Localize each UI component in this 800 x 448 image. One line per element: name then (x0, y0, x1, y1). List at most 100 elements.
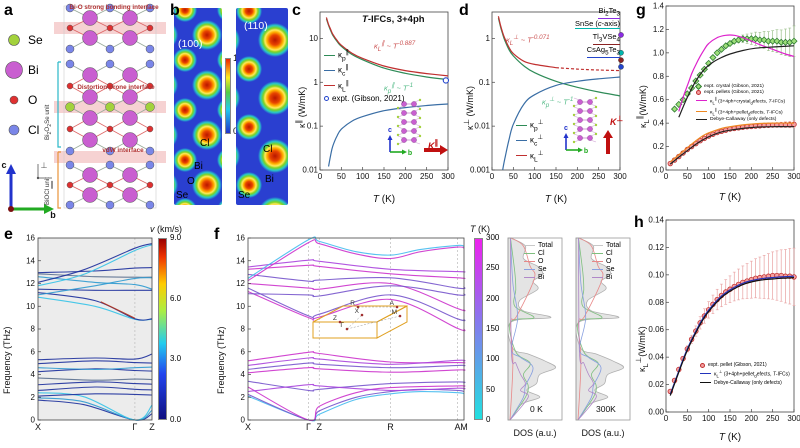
svg-text:0.0: 0.0 (653, 166, 665, 175)
chart-title: T-IFCs, 3+4ph (362, 14, 425, 25)
colorbar-max: 1 (233, 53, 238, 63)
legend-item: expt. (Gibson, 2021) (324, 94, 404, 103)
crystal-structure-drawing (54, 3, 166, 210)
legend-item: κc∥ (324, 63, 404, 78)
svg-text:0: 0 (318, 172, 323, 181)
svg-text:0: 0 (490, 172, 495, 181)
legend-item: Debye-Callaway (only defects) (700, 380, 790, 386)
atom-label-se: Se (238, 190, 251, 201)
kappa-perp-expt-legend: expt. pellet (Gibson, 2021) κL⊥ (3+4ph+pe… (700, 362, 790, 387)
svg-text:b: b (584, 148, 588, 155)
panel-e-label: e (4, 226, 13, 243)
svg-text:R: R (387, 422, 394, 432)
legend-item: expt. crystal (Gibson, 2021) (694, 82, 785, 91)
svg-text:150: 150 (723, 414, 737, 423)
panel-h-kappa-perp-expt: h 0 50 100 150 200 250 300 0.00 0.02 0.04 0.06 0.08… (632, 212, 800, 448)
svg-text:Se: Se (28, 33, 43, 47)
svg-text:0.02: 0.02 (648, 380, 664, 389)
svg-text:0.12: 0.12 (648, 243, 664, 252)
svg-text:300: 300 (787, 414, 800, 423)
x-axis-label: T (K) (718, 432, 742, 443)
annotation-kp-power-law: κp∥ ~ T-1 (384, 82, 414, 95)
svg-text:300: 300 (441, 172, 455, 181)
reference-material-label: Bi2Te3 (598, 6, 620, 19)
colorbar-tick: 300 (486, 233, 500, 242)
svg-text:Z: Z (333, 315, 337, 322)
colorbar-tick: 3.0 (170, 354, 182, 364)
colorbar-title: v (km/s) (150, 224, 182, 234)
svg-text:4: 4 (241, 370, 246, 379)
svg-text:Γ: Γ (306, 422, 311, 432)
colorbar-tick: 250 (486, 263, 500, 273)
svg-text:0.4: 0.4 (653, 119, 665, 128)
svg-text:0.01: 0.01 (302, 166, 318, 175)
y-axis-label: κL∥(W/mK) (635, 85, 651, 128)
svg-text:100: 100 (702, 414, 716, 423)
interface-label-vdw: vdW interface (102, 147, 144, 154)
plane-label-110: (110) (244, 20, 268, 32)
kappa-perp-expt-chart: 0 50 100 150 200 250 300 0.00 0.02 0.04 0.06 0.08 0.… (648, 216, 800, 424)
svg-text:50: 50 (337, 172, 346, 181)
svg-text:50: 50 (683, 414, 692, 423)
svg-text:∥: ∥ (50, 180, 54, 189)
atom-label-se: Se (176, 190, 189, 201)
dos-x-label-0k: DOS (a.u.) (513, 428, 557, 438)
annotation-kl-power-law: κL∥ ~ T-0.887 (374, 40, 416, 53)
svg-text:250: 250 (420, 172, 434, 181)
annotation-kl-power-law: κL⊥ ~ T-0.071 (506, 34, 550, 47)
svg-text:0.14: 0.14 (648, 216, 664, 225)
panel-g-kappa-parallel-expt: g 0 50 100 150 200 250 300 0.0 0.2 0.4 0.6 0.8 1.0 1.… (632, 0, 800, 212)
legend-item: κL⊥ (516, 149, 544, 163)
svg-text:Cl: Cl (28, 123, 39, 137)
svg-text:150: 150 (723, 172, 737, 181)
svg-text:2: 2 (31, 393, 36, 402)
svg-text:12: 12 (236, 279, 245, 288)
dos-temp-0k: 0 K (530, 404, 543, 414)
svg-text:1.4: 1.4 (653, 2, 665, 11)
panel-c-label: c (292, 2, 301, 19)
svg-text:M: M (460, 422, 468, 432)
legend-item: κL∥ (3+4ph+crystaldefects, T-IFCs) (696, 96, 785, 106)
svg-text:c: c (1, 160, 6, 170)
svg-text:Z: Z (149, 422, 155, 432)
axis-arrows: ⊥ ∥ c b (1, 160, 56, 220)
dos-legend-0k: Total Cl O Se Bi (524, 242, 553, 282)
svg-text:16: 16 (26, 234, 35, 243)
legend-item: Cl (524, 250, 553, 257)
svg-text:16: 16 (236, 234, 245, 243)
density-colorbar (225, 58, 231, 134)
svg-text:0.6: 0.6 (653, 95, 665, 104)
panel-f-label: f (214, 226, 220, 243)
kappa-parallel-expt-legend: expt. crystal (Gibson, 2021) expt. pellet… (694, 82, 785, 123)
svg-text:200: 200 (745, 414, 759, 423)
svg-text:8: 8 (241, 325, 246, 334)
svg-text:14: 14 (236, 256, 245, 265)
atom-label-o: O (187, 176, 195, 187)
svg-text:300: 300 (613, 172, 627, 181)
svg-text:0.04: 0.04 (648, 353, 664, 362)
svg-text:1: 1 (314, 78, 319, 87)
svg-text:0: 0 (664, 172, 669, 181)
legend-item: expt. pellets (Gibson, 2021) (696, 90, 785, 95)
x-axis-label: T (K) (718, 192, 742, 203)
svg-text:M: M (392, 309, 397, 316)
legend-item: κL⊥ (3+4ph+pelletdefects, T-IFCs) (700, 369, 790, 379)
legend-item: expt. pellet (Gibson, 2021) (700, 362, 790, 368)
y-axis-label: κL⊥(W/mK) (634, 326, 650, 372)
svg-text:100: 100 (702, 172, 716, 181)
svg-text:150: 150 (377, 172, 391, 181)
dos-temp-300k: 300K (596, 404, 616, 414)
colorbar-tick: 200 (486, 293, 500, 303)
svg-text:10: 10 (26, 302, 35, 311)
heat-direction-label: K∥ (428, 138, 439, 151)
panel-e-phonon-velocity: e 0 2 4 6 8 10 12 14 16 X Γ Z Frequency (THz) v (km… (0, 222, 212, 448)
svg-text:10: 10 (236, 302, 245, 311)
panel-b-label: b (170, 2, 180, 19)
panel-a-label: a (4, 2, 13, 19)
svg-text:Z: Z (317, 422, 323, 432)
svg-text:0: 0 (241, 416, 246, 425)
atom-label-cl: Cl (200, 138, 210, 149)
atom-label-cl: Cl (263, 144, 273, 155)
svg-text:250: 250 (766, 172, 780, 181)
